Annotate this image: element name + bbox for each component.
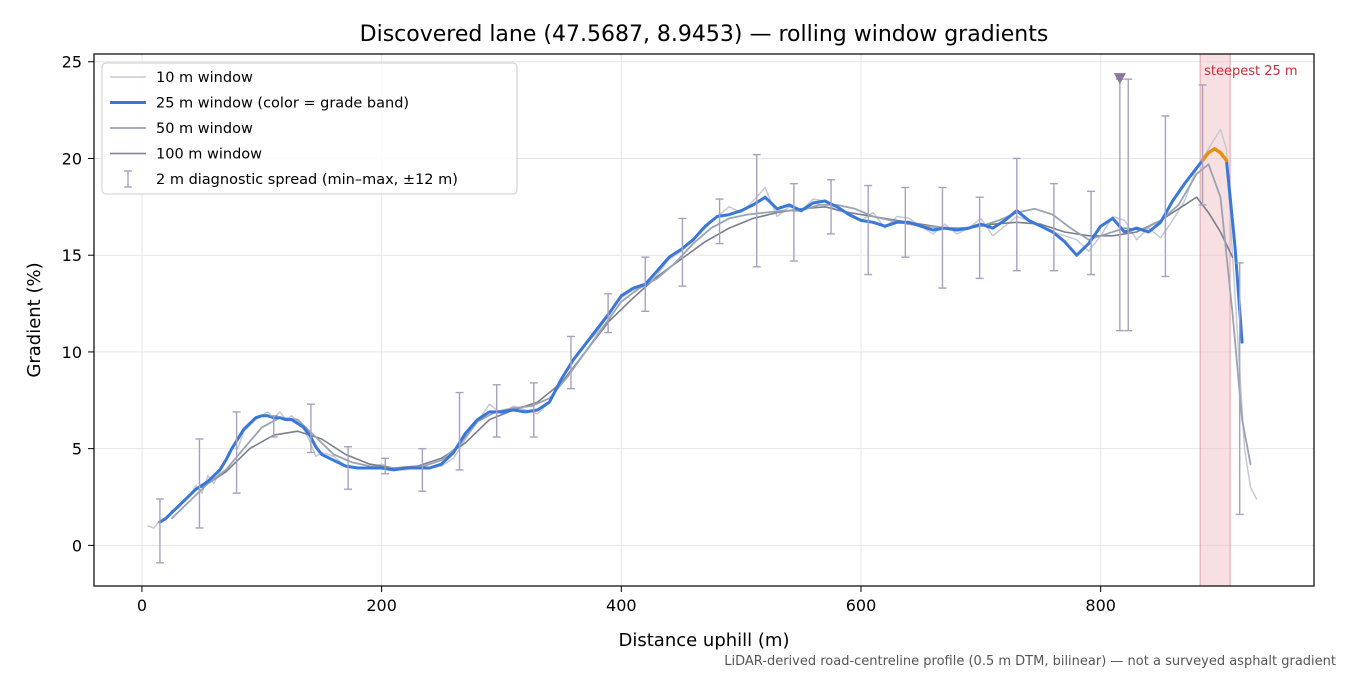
spread-errorbar xyxy=(752,153,761,268)
spread-errorbar xyxy=(901,186,910,258)
spread-errorbar xyxy=(381,457,390,475)
spread-errorbar xyxy=(975,196,984,280)
spread-errorbar xyxy=(1124,78,1133,332)
spread-errorbar xyxy=(715,198,724,245)
legend-label: 50 m window xyxy=(156,121,253,137)
spread-errorbar xyxy=(306,403,315,454)
marker-triangle xyxy=(1113,73,1126,85)
x-tick-label: 600 xyxy=(846,596,877,615)
series-line-w25-1 xyxy=(158,158,1204,524)
spread-errorbar xyxy=(418,447,427,492)
series-line-w50-4 xyxy=(171,163,1252,520)
y-tick-label: 5 xyxy=(72,440,82,459)
legend-label: 10 m window xyxy=(156,70,253,86)
y-axis-label: Gradient (%) xyxy=(24,262,45,377)
legend-label: 2 m diagnostic spread (min–max, ±12 m) xyxy=(156,172,458,188)
spread-errorbar xyxy=(1087,190,1096,276)
spread-errorbar xyxy=(827,179,836,235)
spread-errorbar xyxy=(604,293,613,334)
spread-errorbar xyxy=(1198,84,1207,206)
series-line-w25_steep-2 xyxy=(1200,147,1229,163)
spread-errorbar xyxy=(455,391,464,471)
footnote: LiDAR-derived road-centreline profile (0… xyxy=(724,654,1336,669)
spread-errorbar xyxy=(529,382,538,438)
spread-errorbar xyxy=(864,184,873,276)
y-tick-label: 20 xyxy=(62,149,82,168)
spread-errorbar xyxy=(232,411,241,494)
x-axis-label: Distance uphill (m) xyxy=(619,630,790,651)
legend-box xyxy=(101,62,518,195)
spread-errorbar xyxy=(195,438,204,529)
series-lines xyxy=(147,128,1258,529)
steepest-band-rect xyxy=(1199,53,1231,587)
spread-errorbar xyxy=(155,498,164,564)
spread-errorbar xyxy=(1012,157,1021,272)
legend-swatch-spread xyxy=(124,170,132,188)
spread-errorbar xyxy=(566,335,575,390)
chart-title: Discovered lane (47.5687, 8.9453) — roll… xyxy=(360,22,1049,47)
x-tick-label: 200 xyxy=(366,596,397,615)
spread-errorbar xyxy=(938,186,947,289)
x-tick-label: 400 xyxy=(606,596,637,615)
x-tick-label: 800 xyxy=(1085,596,1116,615)
spread-errorbar xyxy=(678,217,687,287)
legend: 10 m window 25 m window (color = grade ba… xyxy=(101,62,518,195)
legend-label: 100 m window xyxy=(156,147,262,163)
legend-label: 25 m window (color = grade band) xyxy=(156,96,409,112)
y-tick-label: 0 xyxy=(72,536,82,555)
spread-errorbar xyxy=(269,415,278,438)
y-tick-label: 15 xyxy=(62,246,82,265)
axis-ticks: 0 200 400 600 800 0 5 10 15 20 25 xyxy=(62,53,1116,615)
steepest-annotation: steepest 25 m xyxy=(1204,64,1297,79)
spread-errorbar xyxy=(1161,115,1170,278)
spread-errorbar xyxy=(1235,262,1244,516)
diagnostic-spread xyxy=(155,78,1244,564)
spread-errorbar xyxy=(789,182,798,262)
spread-errorbar xyxy=(641,256,650,312)
marker-layer xyxy=(1113,73,1126,85)
grid-lines xyxy=(94,54,1314,586)
spread-errorbar xyxy=(1049,182,1058,272)
x-tick-label: 0 xyxy=(137,596,147,615)
spread-errorbar xyxy=(344,446,353,490)
spread-errorbar xyxy=(492,384,501,438)
y-tick-label: 25 xyxy=(62,53,82,72)
y-tick-label: 10 xyxy=(62,343,82,362)
plot-frame xyxy=(93,53,1315,587)
